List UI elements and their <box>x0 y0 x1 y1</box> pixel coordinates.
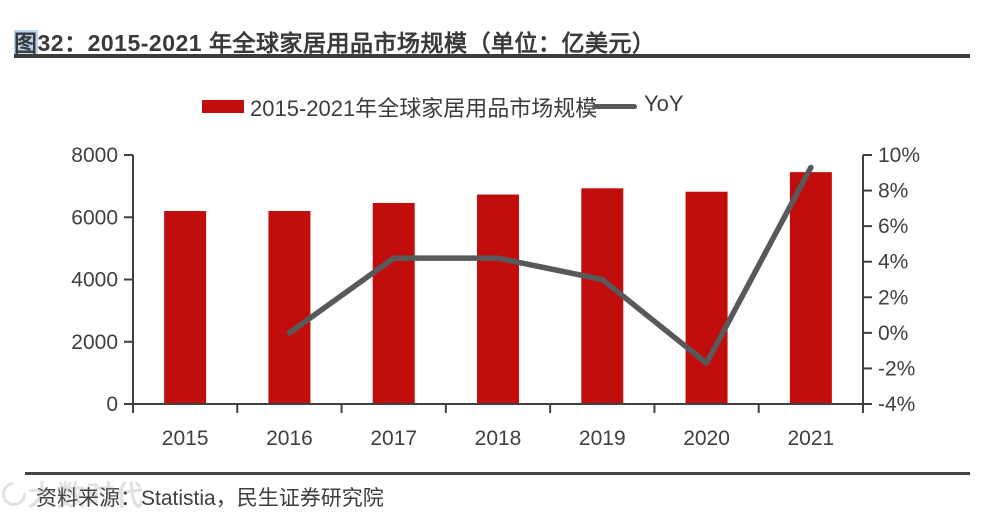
x-axis-label-2021: 2021 <box>787 427 834 450</box>
x-axis-label-2019: 2019 <box>579 427 626 450</box>
bar-2019 <box>581 188 624 404</box>
right-axis-tick-label: 0% <box>878 322 908 345</box>
bar-2016 <box>268 211 311 404</box>
x-axis-label-2016: 2016 <box>266 427 313 450</box>
yoy-line <box>286 164 814 366</box>
legend-bar-swatch <box>202 100 244 113</box>
watermark-text: 大数时代 <box>28 480 145 511</box>
right-axis-tick-label: -2% <box>878 357 915 380</box>
left-axis-tick-label: 6000 <box>71 206 118 229</box>
watermark-logo-icon <box>0 477 31 511</box>
right-axis-tick-label: 10% <box>878 144 920 167</box>
left-axis-tick-label: 2000 <box>71 331 118 354</box>
source-line: 资料来源：Statistia，民生证券研究院 <box>36 487 384 510</box>
left-axis-tick-label: 0 <box>106 393 118 416</box>
x-axis-label-2018: 2018 <box>475 427 522 450</box>
left-axis-tick-label: 4000 <box>71 269 118 292</box>
footer-rule <box>25 472 970 475</box>
bar-2018 <box>477 194 519 404</box>
watermark: 大数时代 <box>0 474 145 514</box>
bar-2015 <box>164 211 207 404</box>
legend-line-swatch <box>592 104 637 109</box>
figure-title-highlighted-char: 图 <box>14 30 38 56</box>
figure-title-text: 32：2015-2021 年全球家居用品市场规模（单位：亿美元） <box>37 30 656 56</box>
right-axis-tick-label: -4% <box>878 393 915 416</box>
right-axis-tick-label: 8% <box>878 180 908 203</box>
bar-2021 <box>789 172 832 404</box>
right-axis-tick-label: 2% <box>878 286 908 309</box>
legend-bar-label: 2015-2021年全球家居用品市场规模 <box>250 96 598 121</box>
right-axis-tick-label: 4% <box>878 251 908 274</box>
x-axis-label-2017: 2017 <box>370 427 417 450</box>
bar-2017 <box>372 202 415 404</box>
figure-title: 图32：2015-2021 年全球家居用品市场规模（单位：亿美元） <box>14 24 655 58</box>
x-axis-label-2015: 2015 <box>162 427 209 450</box>
left-axis-tick-label: 8000 <box>71 144 118 167</box>
right-axis-tick-label: 6% <box>878 215 908 238</box>
legend-line-label: YoY <box>644 91 684 116</box>
x-axis-label-2020: 2020 <box>683 427 730 450</box>
title-underline <box>14 54 970 58</box>
bar-2020 <box>685 191 728 404</box>
